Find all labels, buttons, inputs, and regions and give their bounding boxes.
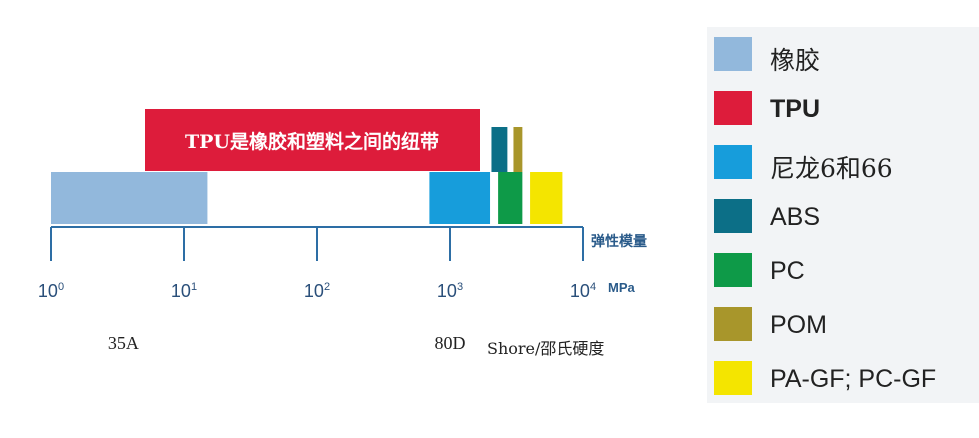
hardness-label-0: 35A — [108, 333, 139, 353]
legend-item: PC — [714, 253, 979, 293]
tick-label-2: 102 — [304, 281, 330, 301]
hardness-title: Shore/邵氏硬度 — [487, 339, 604, 358]
bar-4 — [498, 172, 523, 224]
bar-3 — [491, 127, 508, 172]
legend-label: TPU — [770, 95, 820, 123]
legend-swatch — [714, 253, 752, 287]
bar-2 — [429, 172, 491, 224]
legend-item: 尼龙6和66 — [714, 145, 979, 185]
legend-swatch — [714, 307, 752, 341]
legend-swatch — [714, 199, 752, 233]
legend-item: PA-GF; PC-GF — [714, 361, 979, 401]
tick-label-4: 104 — [570, 281, 596, 301]
hardness-label-1: 80D — [435, 333, 466, 353]
legend-swatch — [714, 37, 752, 71]
legend-item: 橡胶 — [714, 37, 979, 77]
legend-label: POM — [770, 311, 827, 339]
tick-label-1: 101 — [171, 281, 197, 301]
bar-0 — [51, 172, 208, 224]
modulus-chart: TPU是橡胶和塑料之间的纽带 100 101 102 103 104 弹性模量 MPa 35A 8… — [38, 109, 647, 358]
legend-label: ABS — [770, 203, 821, 231]
x-axis-label: 弹性模量 — [591, 233, 647, 250]
bar-5 — [513, 127, 523, 172]
tpu-banner-text: TPU是橡胶和塑料之间的纽带 — [185, 130, 439, 153]
legend-swatch — [714, 91, 752, 125]
legend-label: 尼龙6和66 — [770, 154, 893, 183]
bar-6 — [530, 172, 563, 224]
legend-item: POM — [714, 307, 979, 347]
tick-label-3: 103 — [437, 281, 463, 301]
unit-label: MPa — [608, 280, 636, 295]
legend: 橡胶 TPU 尼龙6和66 ABS PC POM PA-GF; PC-GF — [707, 27, 979, 403]
legend-swatch — [714, 361, 752, 395]
legend-label: PC — [770, 257, 805, 285]
tick-label-0: 100 — [38, 281, 64, 301]
legend-label: 橡胶 — [770, 46, 821, 75]
tpu-bar — [145, 109, 480, 171]
legend-swatch — [714, 145, 752, 179]
legend-item: ABS — [714, 199, 979, 239]
legend-item: TPU — [714, 91, 979, 131]
legend-label: PA-GF; PC-GF — [770, 365, 937, 393]
